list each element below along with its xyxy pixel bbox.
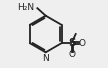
Text: O: O (79, 39, 86, 48)
Text: H₂N: H₂N (17, 3, 34, 12)
Text: O: O (69, 50, 76, 59)
Text: N: N (42, 54, 49, 63)
Text: S: S (69, 38, 76, 48)
